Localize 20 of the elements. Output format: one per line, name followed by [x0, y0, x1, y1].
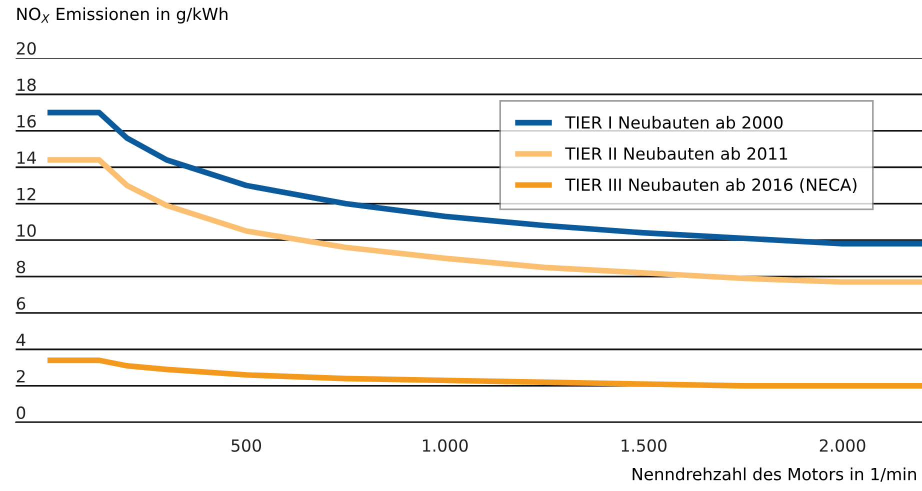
legend-label: TIER III Neubauten ab 2016 (NECA) [565, 178, 856, 194]
y-axis-title: NO$_{X}$ Emissionen in g/kWh [17, 7, 228, 24]
x-tick-label: 1.000 [422, 439, 468, 452]
y-tick-label: 4 [16, 334, 26, 346]
x-tick-label: 1.500 [622, 439, 666, 452]
y-tick-label: 6 [16, 297, 26, 310]
y-tick-label: 2 [16, 370, 25, 382]
x-tick-label: 500 [232, 439, 262, 452]
y-tick-label: 20 [16, 42, 36, 55]
y-tick-label: 0 [16, 406, 26, 420]
y-tick-label: 14 [18, 152, 36, 164]
y-tick-label: 18 [18, 78, 36, 92]
y-tick-label: 12 [18, 188, 36, 200]
legend-label: TIER I Neubauten ab 2000 [565, 116, 783, 129]
y-tick-label: 8 [16, 260, 26, 274]
legend-label: TIER II Neubauten ab 2011 [565, 147, 788, 160]
x-tick-label: 2.000 [820, 439, 866, 452]
y-tick-label: 10 [18, 224, 36, 237]
x-axis-title: Nenndrehzahl des Motors in 1/min [632, 468, 916, 482]
y-tick-label: 16 [18, 114, 36, 128]
